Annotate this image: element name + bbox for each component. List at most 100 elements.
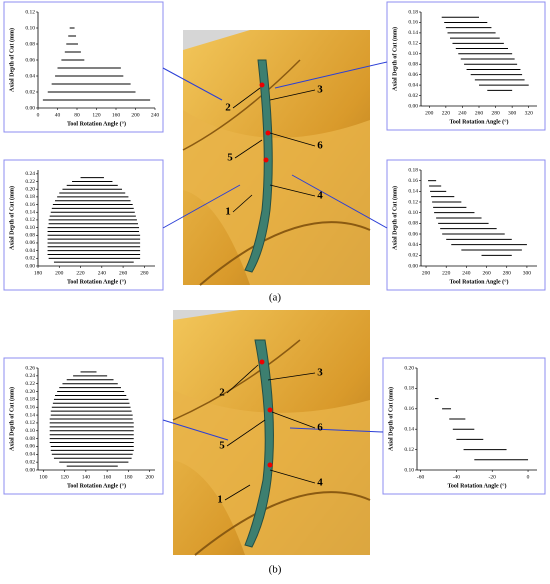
y-tick-label: 0.02 <box>408 93 418 99</box>
y-tick-label: 0.16 <box>404 406 414 412</box>
callout-label: 4 <box>317 477 323 489</box>
x-tick-label: 280 <box>140 270 149 276</box>
y-tick-label: 0.12 <box>25 9 35 15</box>
y-tick-label: 0.14 <box>404 426 414 432</box>
chart-frame <box>386 1 546 131</box>
y-tick-label: 0.00 <box>408 103 418 109</box>
x-tick-label: 200 <box>131 112 140 118</box>
callout-label: 3 <box>317 367 323 379</box>
y-tick-label: 0.10 <box>25 25 35 31</box>
y-tick-label: 0.16 <box>25 202 35 208</box>
chart: 0.000.020.040.060.080.100.120.140.160.18… <box>386 1 546 131</box>
x-axis-label: Tool Rotation Angle (°) <box>449 118 508 125</box>
callout-line <box>267 372 316 381</box>
y-tick-label: 0.16 <box>25 404 35 410</box>
x-tick-label: 200 <box>425 110 434 116</box>
y-tick-label: 0.14 <box>408 189 418 195</box>
y-tick-label: 0.24 <box>25 171 35 177</box>
annotations: (a) (b) 1 2 3 4 5 6 1 2 3 4 5 6 <box>162 61 388 576</box>
callout-label: 3 <box>317 84 323 96</box>
x-tick-label: 0 <box>37 112 40 118</box>
x-tick-label: 200 <box>55 270 64 276</box>
callout-label: 6 <box>317 422 323 434</box>
y-tick-label: 0.18 <box>25 397 35 403</box>
callout-label: 1 <box>225 206 231 218</box>
callout-line <box>269 89 316 101</box>
y-tick-label: 0.18 <box>408 9 418 15</box>
y-tick-label: 0.24 <box>25 373 35 379</box>
y-tick-label: 0.00 <box>408 263 418 269</box>
x-tick-label: 300 <box>523 270 532 276</box>
x-tick-label: 140 <box>82 474 91 480</box>
y-tick-label: 0.02 <box>25 256 35 262</box>
y-axis-label: Axial Depth of Cut (mm) <box>8 186 15 250</box>
y-tick-label: 0.00 <box>25 467 35 473</box>
x-tick-label: 240 <box>151 112 160 118</box>
x-tick-label: 200 <box>146 474 155 480</box>
y-tick-label: 0.04 <box>408 82 418 88</box>
y-tick-label: 0.08 <box>25 233 35 239</box>
y-tick-label: 0.06 <box>25 57 35 63</box>
y-tick-label: 0.04 <box>408 242 418 248</box>
y-tick-label: 0.14 <box>408 30 418 36</box>
callout-label: 5 <box>219 440 225 452</box>
y-axis-label: Axial Depth of Cut (mm) <box>391 27 398 91</box>
chart-frame <box>3 357 164 495</box>
x-tick-label: 280 <box>491 110 500 116</box>
y-tick-label: 0.08 <box>25 41 35 47</box>
chart-frame <box>386 159 546 291</box>
callout-label: 6 <box>317 140 323 152</box>
y-tick-label: 0.18 <box>408 167 418 173</box>
x-tick-label: 220 <box>76 270 85 276</box>
y-tick-label: 0.20 <box>25 389 35 395</box>
y-tick-label: 0.10 <box>25 428 35 434</box>
x-tick-label: 120 <box>60 474 69 480</box>
y-tick-label: 0.08 <box>408 221 418 227</box>
y-tick-label: 0.02 <box>25 459 35 465</box>
y-tick-label: 0.18 <box>25 194 35 200</box>
link-arrow <box>274 61 388 89</box>
x-axis-label: Tool Rotation Angle (°) <box>67 278 126 285</box>
x-tick-label: 0 <box>527 474 530 480</box>
x-tick-label: 100 <box>39 474 48 480</box>
y-tick-label: 0.22 <box>25 381 35 387</box>
y-tick-label: 0.10 <box>25 225 35 231</box>
callout-line <box>269 132 316 147</box>
callout-label: 1 <box>217 494 223 506</box>
x-tick-label: -20 <box>489 474 497 480</box>
x-tick-label: 280 <box>503 270 512 276</box>
y-tick-label: 0.12 <box>25 217 35 223</box>
x-axis-label: Tool Rotation Angle (°) <box>447 482 506 489</box>
y-tick-label: 0.06 <box>25 240 35 246</box>
link-arrow <box>291 174 388 229</box>
y-tick-label: 0.16 <box>408 178 418 184</box>
y-axis-label: Axial Depth of Cut (mm) <box>8 387 15 451</box>
y-tick-label: 0.14 <box>25 412 35 418</box>
link-arrow <box>289 427 384 433</box>
y-tick-label: 0.06 <box>25 444 35 450</box>
callout-line <box>232 194 253 213</box>
x-tick-label: 300 <box>508 110 517 116</box>
y-tick-label: 0.10 <box>404 467 414 473</box>
x-tick-label: 120 <box>92 112 101 118</box>
callout-label: 2 <box>225 102 231 114</box>
callout-label: 2 <box>219 387 225 399</box>
x-tick-label: 240 <box>462 270 471 276</box>
callout-line <box>269 184 316 197</box>
y-tick-label: 0.22 <box>25 179 35 185</box>
x-tick-label: 220 <box>442 270 451 276</box>
chart: 0.000.020.040.060.080.100.120.140.160.18… <box>3 357 164 495</box>
callout-line <box>234 139 263 159</box>
callout-line <box>226 364 259 394</box>
x-tick-label: 40 <box>55 112 61 118</box>
callout-line <box>269 469 316 484</box>
y-tick-label: 0.08 <box>25 436 35 442</box>
callout-line <box>232 87 261 109</box>
y-tick-label: 0.10 <box>408 51 418 57</box>
y-tick-label: 0.12 <box>408 41 418 47</box>
callout-label: 4 <box>317 190 323 202</box>
y-tick-label: 0.02 <box>408 253 418 259</box>
x-tick-label: 220 <box>442 110 451 116</box>
y-tick-label: 0.12 <box>25 420 35 426</box>
